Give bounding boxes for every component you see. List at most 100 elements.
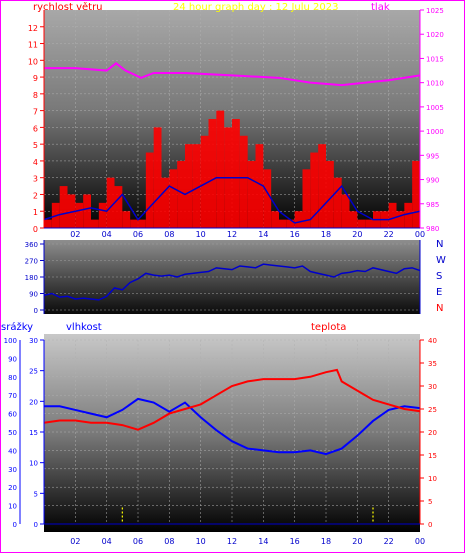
y-tick-label: 1 <box>33 208 38 217</box>
precip-series <box>121 507 374 524</box>
wind-bar <box>169 169 178 228</box>
wind-direction-series <box>43 263 421 301</box>
wind-bar <box>365 219 373 228</box>
x-tick-label: 08 <box>164 230 174 239</box>
wind-bar <box>294 211 303 228</box>
x-tick-label: 04 <box>102 537 112 546</box>
wind-bar <box>216 110 225 228</box>
compass-letter: W <box>436 255 446 266</box>
wind-bar <box>83 194 91 228</box>
wind-bar <box>91 219 99 228</box>
wind-bar <box>357 219 366 228</box>
x-tick-label: 00 <box>415 230 425 239</box>
x-tick-label: 12 <box>227 230 237 239</box>
temperature-line <box>43 368 421 431</box>
compass-letter: S <box>436 271 442 282</box>
gust-line <box>43 176 421 224</box>
humidity-label: vlhkost <box>66 322 102 333</box>
humidity-line <box>44 397 421 456</box>
y-tick-label: 5 <box>33 141 38 150</box>
wind-bar <box>192 144 201 228</box>
wind-bar <box>388 202 397 228</box>
wind-bar <box>67 194 76 228</box>
y-tick-label: 9 <box>33 74 38 83</box>
wind-bar <box>185 144 193 228</box>
direction-grid <box>44 243 420 311</box>
x-tick-label: 16 <box>290 230 300 239</box>
x-tick-label: 06 <box>133 230 143 239</box>
wind-bar <box>302 169 311 228</box>
precip-tick-label: 100 <box>4 337 17 345</box>
wind-bar <box>271 211 279 228</box>
compass-letter: E <box>436 287 442 298</box>
y2-tick-label: 995 <box>426 152 439 160</box>
wind-axes: 0123456789101112980985990995100010051010… <box>28 7 444 239</box>
x-tick-label: 04 <box>102 230 112 239</box>
wind-bar <box>138 219 146 228</box>
y-tick-label: 7 <box>33 108 38 117</box>
precip-tick-label: 90 <box>8 355 17 363</box>
wind-bar <box>208 119 217 228</box>
precip-tick-label: 0 <box>13 521 17 529</box>
humidity-series <box>44 397 421 456</box>
wind-bar <box>106 177 115 228</box>
y-tick-label: 360 <box>25 241 38 249</box>
temp-tick-label: 10 <box>428 475 437 483</box>
wind-gust-series <box>43 176 421 224</box>
y2-tick-label: 985 <box>426 201 439 209</box>
precip-tick-label: 80 <box>8 374 17 382</box>
wind-bar <box>326 160 334 228</box>
wind-bar <box>98 202 107 228</box>
wind-bar <box>122 211 131 228</box>
y2-tick-label: 1010 <box>426 80 444 88</box>
wind-bar <box>349 211 358 228</box>
wind-bar <box>412 160 420 228</box>
y2-tick-label: 1025 <box>426 7 444 15</box>
humidity-tick-label: 5 <box>34 490 38 498</box>
wind-bar <box>232 119 240 228</box>
direction-axes: 0 90 180 270 360 <box>25 240 421 315</box>
wind-speed-label: rychlost větru <box>33 1 103 13</box>
temp-tick-label: 25 <box>428 406 437 414</box>
wind-bar <box>318 144 326 228</box>
humidity-tick-label: 15 <box>29 429 38 437</box>
y-tick-label: 90 <box>29 291 38 299</box>
y-tick-label: 10 <box>28 57 38 66</box>
temp-axes: 0102030405060708090100051015202530051015… <box>4 337 437 546</box>
wind-bar <box>75 202 84 228</box>
wind-bar <box>59 186 68 228</box>
precip-tick-label: 30 <box>8 466 17 474</box>
wind-bar <box>341 194 350 228</box>
chart-title: 24 hour graph day : 12 Julu 2023 <box>173 2 339 13</box>
direction-line <box>43 263 421 301</box>
x-tick-label: 14 <box>258 537 268 546</box>
compass-letter: N <box>436 239 443 250</box>
wind-bar <box>333 177 342 228</box>
wind-bar <box>247 160 256 228</box>
x-tick-label: 14 <box>258 230 268 239</box>
humidity-tick-label: 0 <box>34 521 38 529</box>
precip-tick-label: 60 <box>8 411 17 419</box>
wind-bar <box>279 219 287 228</box>
temp-tick-label: 30 <box>428 383 437 391</box>
humidity-tick-label: 20 <box>29 398 38 406</box>
x-tick-label: 06 <box>133 537 143 546</box>
temp-tick-label: 40 <box>428 337 437 345</box>
wind-bar <box>286 219 295 228</box>
precip-tick-label: 70 <box>8 392 17 400</box>
pressure-label: tlak <box>371 2 390 13</box>
y-tick-label: 2 <box>33 191 38 200</box>
x-tick-label: 02 <box>70 230 80 239</box>
y-tick-label: 180 <box>25 274 38 282</box>
y-tick-label: 270 <box>25 258 38 266</box>
wind-bar <box>310 152 319 228</box>
x-tick-label: 12 <box>227 537 237 546</box>
y-tick-label: 0 <box>33 225 38 234</box>
compass-letter: N <box>436 303 443 314</box>
x-tick-label: 10 <box>196 230 206 239</box>
precip-tick-label: 10 <box>8 503 17 511</box>
precip-tick-label: 20 <box>8 484 17 492</box>
